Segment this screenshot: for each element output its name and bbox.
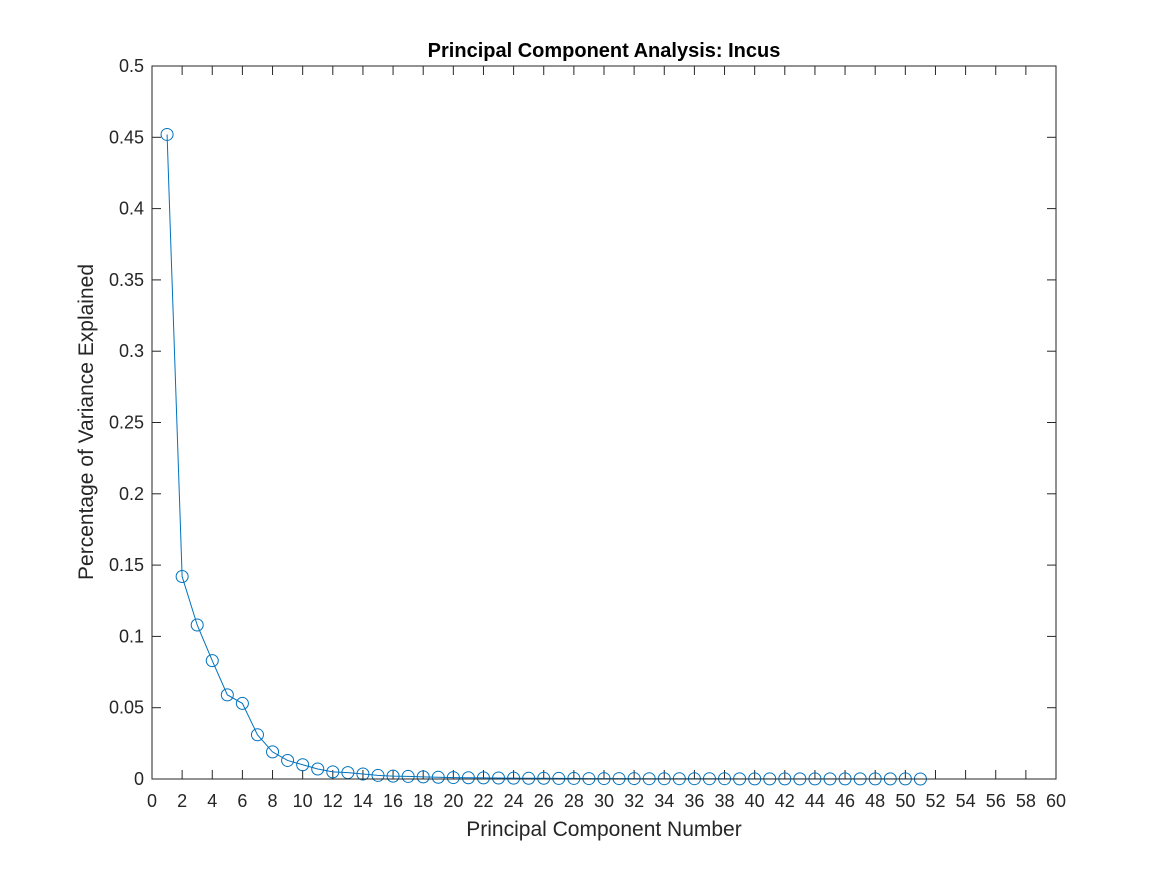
data-point — [492, 771, 506, 785]
x-tick-label: 16 — [383, 791, 403, 811]
x-tick-label: 26 — [534, 791, 554, 811]
ticks-layer — [151, 65, 1057, 780]
data-point — [371, 768, 385, 782]
x-tick-label: 52 — [925, 791, 945, 811]
data-point — [356, 767, 370, 781]
x-tick-label: 58 — [1016, 791, 1036, 811]
data-point — [476, 771, 490, 785]
data-point — [416, 770, 430, 784]
x-tick-label: 28 — [564, 791, 584, 811]
x-tick-label: 60 — [1046, 791, 1066, 811]
y-axis-label: Percentage of Variance Explained — [75, 264, 98, 580]
x-tick-label: 20 — [443, 791, 463, 811]
y-tick-label: 0.15 — [109, 555, 144, 575]
x-tick-label: 10 — [293, 791, 313, 811]
y-tick-label: 0.25 — [109, 413, 144, 433]
x-tick-label: 4 — [207, 791, 217, 811]
data-point — [567, 771, 581, 785]
x-tick-label: 22 — [473, 791, 493, 811]
data-point — [250, 728, 264, 742]
x-tick-label: 2 — [177, 791, 187, 811]
series-layer — [160, 127, 927, 786]
x-tick-label: 46 — [835, 791, 855, 811]
y-tick-label: 0.5 — [119, 56, 144, 76]
x-axis-label: Principal Component Number — [466, 818, 741, 841]
y-tick-label: 0.35 — [109, 270, 144, 290]
y-tick-label: 0.05 — [109, 698, 144, 718]
data-point — [537, 771, 551, 785]
x-tick-label: 0 — [147, 791, 157, 811]
data-point — [296, 758, 310, 772]
x-tick-label: 36 — [684, 791, 704, 811]
x-tick-label: 24 — [504, 791, 524, 811]
data-point — [507, 771, 521, 785]
chart-title: Principal Component Analysis: Incus — [428, 40, 781, 62]
x-tick-label: 6 — [237, 791, 247, 811]
data-point — [160, 127, 174, 141]
data-point — [311, 762, 325, 776]
y-tick-label: 0.45 — [109, 127, 144, 147]
x-tick-label: 32 — [624, 791, 644, 811]
y-tick-label: 0 — [134, 769, 144, 789]
data-point — [446, 771, 460, 785]
x-tick-label: 44 — [805, 791, 825, 811]
x-tick-label: 54 — [956, 791, 976, 811]
series-line — [166, 134, 921, 780]
x-tick-label: 12 — [323, 791, 343, 811]
data-point — [326, 765, 340, 779]
tick-labels-layer: 0 2 4 6 8 10 12 14 16 18 20 22 24 26 28 30 32 34 36 38 40 42 4… — [109, 56, 1066, 811]
x-tick-label: 50 — [895, 791, 915, 811]
data-point — [235, 696, 249, 710]
x-tick-label: 38 — [715, 791, 735, 811]
x-tick-label: 30 — [594, 791, 614, 811]
data-point — [386, 769, 400, 783]
x-tick-label: 48 — [865, 791, 885, 811]
y-tick-label: 0.3 — [119, 341, 144, 361]
data-point — [220, 688, 234, 702]
x-tick-label: 40 — [745, 791, 765, 811]
data-point — [461, 771, 475, 785]
data-point — [205, 654, 219, 668]
data-point — [522, 771, 536, 785]
y-tick-label: 0.2 — [119, 484, 144, 504]
data-point — [401, 769, 415, 783]
data-point — [175, 570, 189, 584]
y-tick-label: 0.1 — [119, 626, 144, 646]
data-point — [190, 618, 204, 632]
x-tick-label: 42 — [775, 791, 795, 811]
data-point — [266, 745, 280, 759]
x-tick-label: 18 — [413, 791, 433, 811]
data-point — [431, 770, 445, 784]
x-tick-label: 14 — [353, 791, 373, 811]
data-point — [552, 771, 566, 785]
x-tick-label: 34 — [654, 791, 674, 811]
axes-box — [151, 65, 1057, 780]
data-point — [281, 753, 295, 767]
x-tick-label: 56 — [986, 791, 1006, 811]
x-tick-label: 8 — [268, 791, 278, 811]
y-tick-label: 0.4 — [119, 199, 144, 219]
